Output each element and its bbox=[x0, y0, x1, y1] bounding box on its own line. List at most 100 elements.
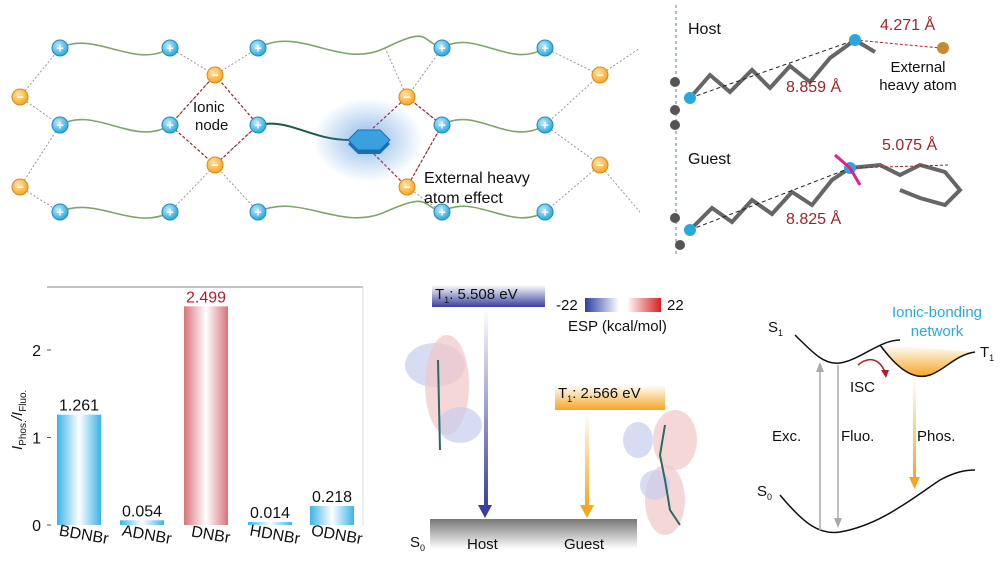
host-distance-line bbox=[689, 39, 856, 99]
cation-node: + bbox=[536, 203, 554, 221]
esp-min: -22 bbox=[556, 297, 578, 314]
anion-node: − bbox=[591, 66, 609, 84]
minus-icon: − bbox=[211, 158, 219, 173]
host-label: Host bbox=[688, 21, 721, 38]
cation-node: + bbox=[161, 203, 179, 221]
bromide-atom-icon bbox=[937, 42, 949, 54]
plus-icon: + bbox=[166, 118, 174, 133]
anion-node: − bbox=[398, 88, 416, 106]
cation-node: + bbox=[536, 116, 554, 134]
fluo-label: Fluo. bbox=[841, 428, 874, 445]
y-ticks: 0 1 2 bbox=[32, 343, 51, 535]
cation-node: + bbox=[249, 39, 267, 57]
s0-level bbox=[430, 519, 637, 549]
plus-icon: + bbox=[541, 41, 549, 56]
cation-node: + bbox=[249, 203, 267, 221]
plus-icon: + bbox=[438, 118, 446, 133]
plus-icon: + bbox=[541, 118, 549, 133]
plus-icon: + bbox=[254, 41, 262, 56]
plus-icon: + bbox=[56, 205, 64, 220]
host-axis-label: Host bbox=[467, 536, 499, 553]
heavy-atom-effect-label: External heavy bbox=[424, 170, 530, 187]
x-category-label: BDNBr bbox=[58, 523, 111, 549]
cation-node: + bbox=[433, 203, 451, 221]
external-heavy-atom-label: External bbox=[890, 59, 945, 76]
host-distance-short: 4.271 Å bbox=[880, 15, 935, 34]
minus-icon: − bbox=[596, 158, 604, 173]
cation-node: + bbox=[51, 39, 69, 57]
heavy-atom-effect-label-2: atom effect bbox=[424, 190, 503, 207]
alkyl-chains bbox=[59, 35, 546, 219]
nitrogen-atom-icon bbox=[849, 34, 861, 46]
x-category-label: DNBr bbox=[190, 523, 232, 547]
bar-value-label: 1.261 bbox=[59, 398, 99, 415]
plus-icon: + bbox=[56, 41, 64, 56]
cation-node: + bbox=[433, 39, 451, 57]
isc-arrow-icon bbox=[857, 358, 886, 373]
host-arrow-head-icon bbox=[478, 505, 492, 518]
anion-node: − bbox=[398, 178, 416, 196]
nitrogen-atom-icon bbox=[684, 92, 696, 104]
anion-node: − bbox=[591, 156, 609, 174]
external-heavy-atom-label-2: heavy atom bbox=[879, 77, 957, 94]
esp-label: ESP (kcal/mol) bbox=[568, 318, 667, 335]
cation-node: + bbox=[51, 203, 69, 221]
host-distance-long: 8.859 Å bbox=[786, 77, 841, 96]
host-heavy-line bbox=[854, 39, 941, 49]
y-tick-label: 1 bbox=[32, 431, 41, 448]
bar-DNBr bbox=[184, 306, 228, 525]
bar-ADNBr bbox=[120, 520, 164, 525]
plus-icon: + bbox=[541, 205, 549, 220]
plus-icon: + bbox=[166, 205, 174, 220]
anion-node: − bbox=[206, 156, 224, 174]
ionic-lattice-diagram: + + + + + + + + + + + + + + + − − − − − − − − Ionic node Exte… bbox=[11, 35, 641, 221]
x-category-label: ODNBr bbox=[310, 522, 364, 548]
minus-icon: − bbox=[211, 68, 219, 83]
host-t1-level bbox=[432, 285, 545, 307]
esp-max: 22 bbox=[667, 297, 684, 314]
guest-t1-level bbox=[555, 385, 665, 410]
energy-level-diagram: T1: 5.508 eV T1: 2.566 eV S0 Host Guest … bbox=[405, 285, 697, 553]
anion-node: − bbox=[206, 66, 224, 84]
cation-node: + bbox=[433, 116, 451, 134]
minus-icon: − bbox=[16, 90, 24, 105]
guest-t1-label: T1: 2.566 eV bbox=[558, 385, 641, 404]
plus-icon: + bbox=[438, 41, 446, 56]
s0-label: S0 bbox=[757, 483, 772, 502]
bar-BDNBr bbox=[57, 414, 101, 525]
phos-label: Phos. bbox=[917, 428, 955, 445]
bar-HDNBr bbox=[248, 522, 292, 525]
plus-icon: + bbox=[56, 118, 64, 133]
plus-icon: + bbox=[254, 205, 262, 220]
minus-icon: − bbox=[403, 90, 411, 105]
network-label: Ionic-bonding bbox=[892, 304, 982, 321]
cation-node: + bbox=[51, 116, 69, 134]
cation-node: + bbox=[161, 39, 179, 57]
bar-value-label: 0.054 bbox=[122, 503, 162, 520]
anion-node: − bbox=[11, 178, 29, 196]
y-axis-label: IPhos./IFluo. bbox=[9, 390, 29, 450]
hexagon-guest-icon bbox=[347, 129, 391, 154]
s0-curve bbox=[779, 469, 976, 534]
y-tick-label: 0 bbox=[32, 518, 41, 535]
host-esp-molecule-icon bbox=[405, 335, 482, 451]
host-t1-label: T1: 5.508 eV bbox=[435, 286, 518, 305]
s1-label: S1 bbox=[768, 319, 783, 338]
guest-distance-short: 5.075 Å bbox=[882, 135, 937, 154]
network-label-2: network bbox=[911, 323, 964, 340]
isc-label: ISC bbox=[850, 379, 875, 396]
anion-nodes: − − − − − − − − bbox=[11, 66, 609, 196]
cation-node: + bbox=[536, 39, 554, 57]
bar-value-label: 2.499 bbox=[186, 289, 226, 306]
t1-label: T1 bbox=[980, 344, 994, 363]
ionic-node-label-2: node bbox=[195, 117, 228, 134]
minus-icon: − bbox=[596, 68, 604, 83]
guest-label: Guest bbox=[688, 151, 731, 168]
plus-icon: + bbox=[254, 118, 262, 133]
host-chain bbox=[688, 37, 877, 100]
plus-icon: + bbox=[438, 205, 446, 220]
crystal-structures: Host 8.859 Å 4.271 Å External heavy atom… bbox=[670, 5, 963, 255]
potential-energy-diagram: S1 T1 S0 Ionic-bonding network ISC Exc. … bbox=[757, 304, 994, 534]
